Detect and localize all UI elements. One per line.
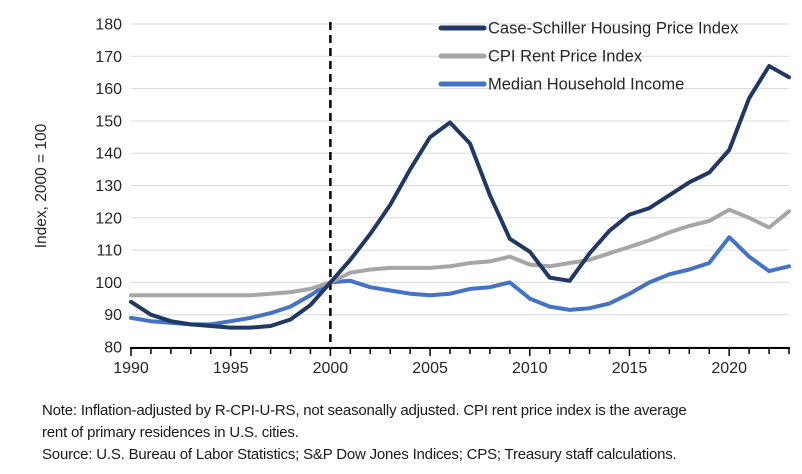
- x-tick-label: 2000: [313, 360, 349, 377]
- y-tick-label: 80: [104, 340, 122, 357]
- series-line-case-schiller-housing-price-index: [129, 64, 791, 330]
- y-axis-title: Index, 2000 = 100: [33, 123, 50, 248]
- legend-label: CPI Rent Price Index: [488, 48, 643, 66]
- series-line-median-household-income: [129, 235, 791, 327]
- y-tick-label: 180: [95, 17, 122, 34]
- y-tick-label: 90: [104, 307, 122, 324]
- series-line-cpi-rent-price-index: [129, 207, 791, 298]
- line-chart: 80 90 100 110 120 130 140 150 160 170 180 1990 1995 2…: [33, 17, 791, 377]
- x-tick-label: 2015: [612, 360, 648, 377]
- legend-label: Case-Schiller Housing Price Index: [488, 20, 739, 38]
- y-tick-label: 130: [95, 178, 122, 195]
- x-tick-label: 1990: [113, 360, 149, 377]
- legend-label: Median Household Income: [488, 76, 684, 94]
- y-tick-label: 100: [95, 275, 122, 292]
- source-line: Source: U.S. Bureau of Labor Statistics;…: [42, 446, 677, 463]
- y-tick-label: 170: [95, 49, 122, 66]
- x-tick-label: 2010: [512, 360, 548, 377]
- x-tick-label: 1995: [213, 360, 249, 377]
- footnotes: Note: Inflation-adjusted by R-CPI-U-RS, …: [42, 400, 792, 466]
- y-tick-label: 150: [95, 113, 122, 130]
- y-tick-label: 140: [95, 146, 122, 163]
- y-tick-label: 110: [96, 243, 122, 260]
- note-line-1: Note: Inflation-adjusted by R-CPI-U-RS, …: [42, 402, 687, 419]
- y-tick-label: 160: [95, 81, 122, 98]
- note-line-2: rent of primary residences in U.S. citie…: [42, 424, 299, 441]
- x-tick-label: 2005: [412, 360, 448, 377]
- x-tick-label: 2020: [711, 360, 747, 377]
- y-tick-label: 120: [95, 210, 122, 227]
